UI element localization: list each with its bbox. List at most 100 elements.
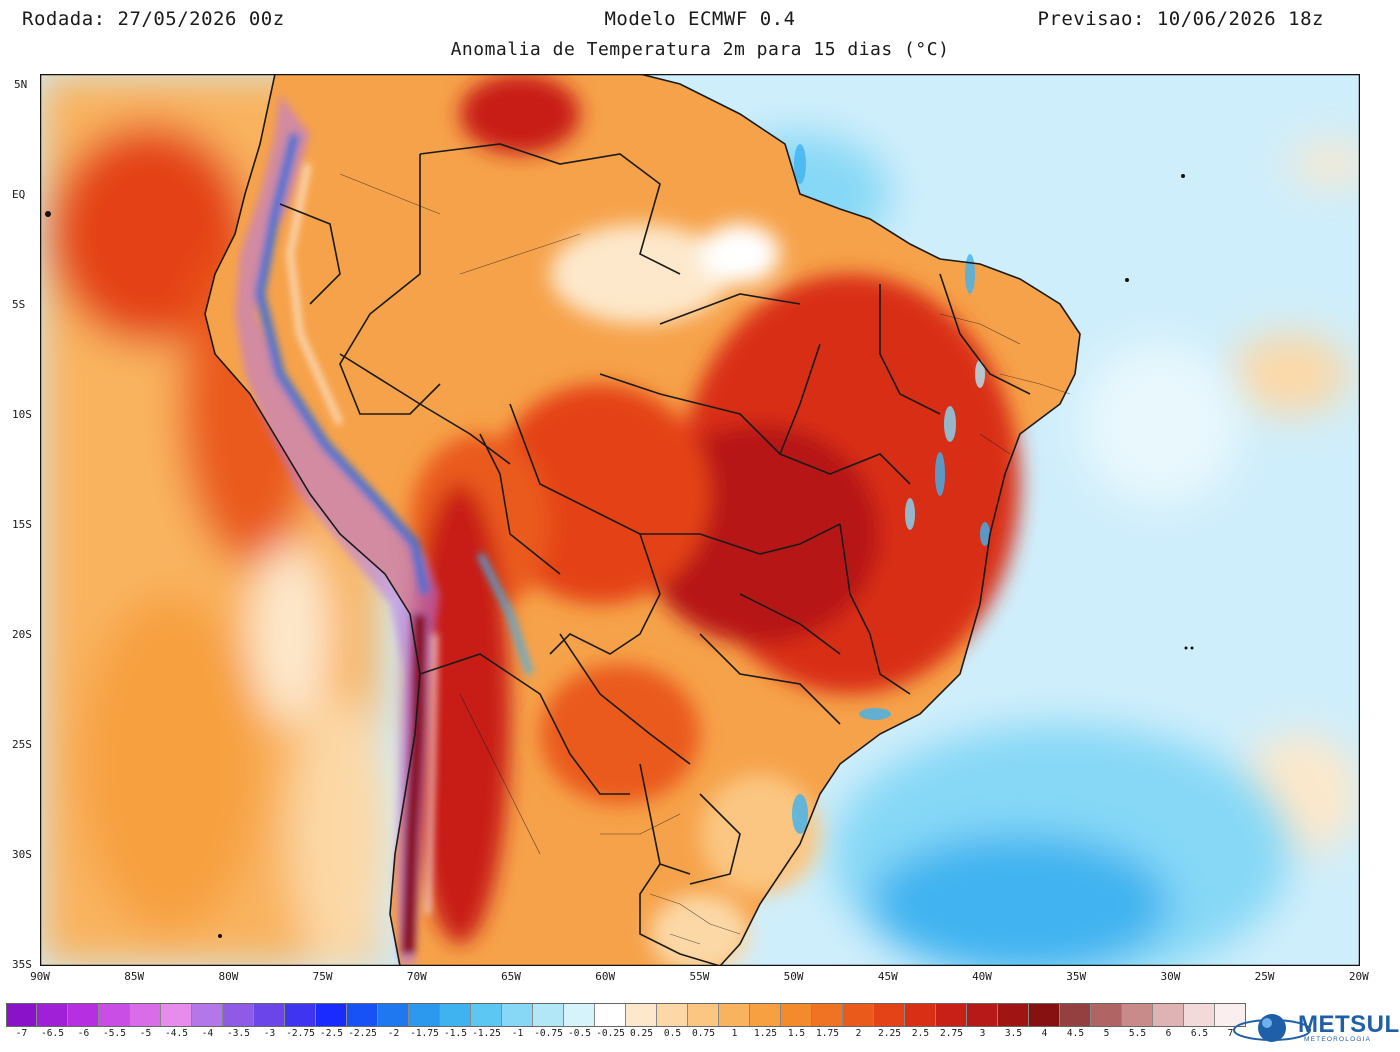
colorbar-label: 1: [731, 1028, 738, 1039]
colorbar-swatch: [285, 1003, 316, 1027]
colorbar-swatch: [998, 1003, 1029, 1027]
colorbar-label: 3: [979, 1028, 986, 1039]
colorbar-label: 5: [1103, 1028, 1110, 1039]
longitude-label: 70W: [406, 970, 427, 983]
colorbar-swatch: [68, 1003, 99, 1027]
colorbar-label: -1.5: [444, 1028, 467, 1039]
colorbar-label: -3: [263, 1028, 276, 1039]
colorbar-swatch: [223, 1003, 254, 1027]
island-dot: [1181, 174, 1185, 178]
island-dot: [1184, 646, 1188, 650]
colorbar-swatch: [719, 1003, 750, 1027]
colorbar-swatch: [936, 1003, 967, 1027]
colorbar-swatch: [781, 1003, 812, 1027]
colorbar-swatch: [440, 1003, 471, 1027]
model-title: Modelo ECMWF 0.4: [604, 8, 796, 30]
colorbar-label: 2.25: [878, 1028, 901, 1039]
colorbar-label: -6: [77, 1028, 90, 1039]
colorbar-label: 2.75: [940, 1028, 963, 1039]
latitude-label: 5N: [14, 78, 28, 91]
colorbar-swatch: [626, 1003, 657, 1027]
longitude-label: 75W: [312, 970, 333, 983]
colorbar-label: 6.5: [1190, 1028, 1209, 1039]
colorbar-label: 4: [1041, 1028, 1048, 1039]
state-borders: [339, 173, 1071, 945]
longitude-label: 90W: [30, 970, 50, 983]
colorbar-label: 1.25: [754, 1028, 777, 1039]
map-frame: [40, 74, 1360, 966]
colorbar-label: 0.75: [692, 1028, 715, 1039]
colorbar-label: 3.5: [1004, 1028, 1023, 1039]
longitude-label: 35W: [1066, 970, 1087, 983]
colorbar-label: -0.25: [596, 1028, 625, 1039]
colorbar-label: -4.5: [165, 1028, 188, 1039]
colorbar-swatch: [502, 1003, 533, 1027]
colorbar-swatch: [1153, 1003, 1184, 1027]
island-dot: [1190, 646, 1194, 650]
colorbar-label: -7: [15, 1028, 28, 1039]
island-dot: [45, 211, 51, 217]
island-dot: [1125, 278, 1129, 282]
colorbar-swatch: [657, 1003, 688, 1027]
colorbar-swatch: [967, 1003, 998, 1027]
longitude-label: 50W: [783, 970, 804, 983]
latitude-label: 10S: [12, 408, 32, 421]
valid-time-label: Previsao: 10/06/2026 18z: [1037, 8, 1324, 30]
colorbar-swatch: [378, 1003, 409, 1027]
latitude-label: 20S: [12, 628, 32, 641]
colorbar: [6, 1003, 1246, 1027]
colorbar-swatch: [843, 1003, 874, 1027]
colorbar-label: -2.25: [348, 1028, 377, 1039]
colorbar-swatch: [1184, 1003, 1215, 1027]
colorbar-label: -5.5: [103, 1028, 126, 1039]
colorbar-swatch: [812, 1003, 843, 1027]
country-borders: [204, 74, 1081, 966]
colorbar-swatch: [750, 1003, 781, 1027]
colorbar-label: -1: [511, 1028, 524, 1039]
colorbar-label: -2: [387, 1028, 400, 1039]
colorbar-label: -0.5: [568, 1028, 591, 1039]
longitude-label: 30W: [1160, 970, 1181, 983]
colorbar-label: -6.5: [41, 1028, 64, 1039]
longitude-label: 85W: [124, 970, 145, 983]
longitude-label: 25W: [1254, 970, 1275, 983]
longitude-label: 20W: [1348, 970, 1369, 983]
colorbar-label: 0.25: [630, 1028, 653, 1039]
colorbar-label: -3.5: [227, 1028, 250, 1039]
colorbar-swatch: [595, 1003, 626, 1027]
colorbar-swatch: [99, 1003, 130, 1027]
colorbar-label: 2.5: [911, 1028, 930, 1039]
colorbar-label: 6: [1165, 1028, 1172, 1039]
logo-tagline: METEOROLOGIA: [1304, 1036, 1372, 1043]
latitude-label: 30S: [12, 848, 32, 861]
colorbar-label: -2.5: [320, 1028, 343, 1039]
metsul-logo-icon: [1233, 1014, 1311, 1042]
colorbar-swatch: [192, 1003, 223, 1027]
island-dot: [218, 934, 222, 938]
colorbar-label: -4: [201, 1028, 214, 1039]
colorbar-label: -0.75: [534, 1028, 563, 1039]
longitude-label: 65W: [501, 970, 521, 983]
run-time-label: Rodada: 27/05/2026 00z: [22, 8, 285, 30]
colorbar-label: -5: [139, 1028, 152, 1039]
anomaly-map: [40, 74, 1360, 966]
colorbar-label: 2: [855, 1028, 862, 1039]
colorbar-swatch: [1091, 1003, 1122, 1027]
colorbar-swatch: [1029, 1003, 1060, 1027]
land-anomaly-shading: [410, 74, 1020, 966]
colorbar-label: -2.75: [286, 1028, 315, 1039]
latitude-label: 25S: [12, 738, 32, 751]
latitude-label: 5S: [12, 298, 26, 311]
colorbar-label: 0.5: [663, 1028, 682, 1039]
colorbar-swatch: [409, 1003, 440, 1027]
colorbar-swatch: [1122, 1003, 1153, 1027]
colorbar-swatch: [874, 1003, 905, 1027]
colorbar-label: 7: [1227, 1028, 1234, 1039]
logo-wordmark: METSUL: [1298, 1011, 1400, 1038]
colorbar-swatch: [130, 1003, 161, 1027]
longitude-label: 55W: [689, 970, 710, 983]
longitude-label: 40W: [972, 970, 992, 983]
colorbar-swatch: [1060, 1003, 1091, 1027]
latitude-label: 15S: [12, 518, 32, 531]
latitude-label: EQ: [12, 188, 26, 201]
